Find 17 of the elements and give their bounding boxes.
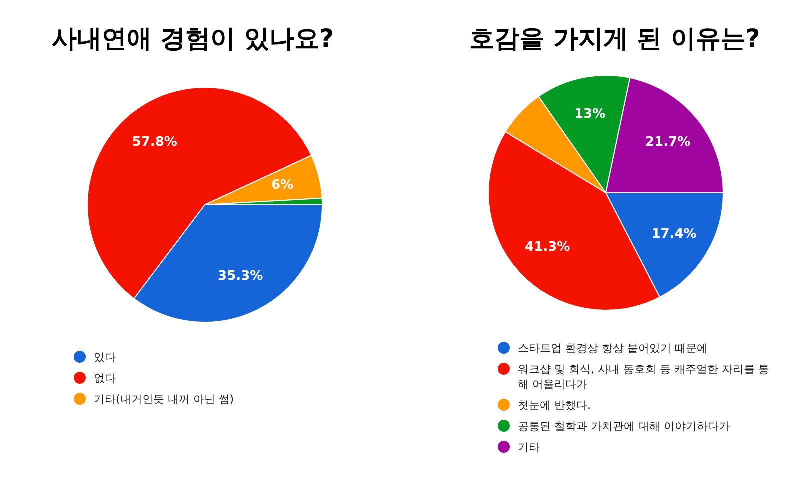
chart-title: 호감을 가지게 된 이유는? xyxy=(468,23,762,55)
data-label: 6% xyxy=(271,178,294,193)
legend-label: 있다 xyxy=(94,350,117,365)
data-label: 21.7% xyxy=(645,135,691,150)
data-label: 13% xyxy=(574,107,606,122)
legend-label: 첫눈에 반했다. xyxy=(518,398,592,413)
legend-label: 없다 xyxy=(94,371,117,386)
data-label: 41.3% xyxy=(525,240,570,255)
legend-label: 기타(내거인듯 내꺼 아닌 썸) xyxy=(94,392,236,407)
legend-label: 스타트업 환경상 항상 붙어있기 때문에 xyxy=(518,341,709,356)
chart-title: 사내연애 경험이 있나요? xyxy=(51,23,335,55)
data-label: 57.8% xyxy=(132,135,178,150)
data-label: 17.4% xyxy=(652,226,697,242)
data-label: 35.3% xyxy=(218,268,264,284)
legend-label: 기타 xyxy=(518,440,541,455)
legend-label: 공통된 철학과 가치관에 대해 이야기하다가 xyxy=(518,419,731,434)
legend-label: 워크샵 및 회식, 사내 동호회 등 캐주얼한 자리를 통해 어울리다가 xyxy=(518,362,770,392)
